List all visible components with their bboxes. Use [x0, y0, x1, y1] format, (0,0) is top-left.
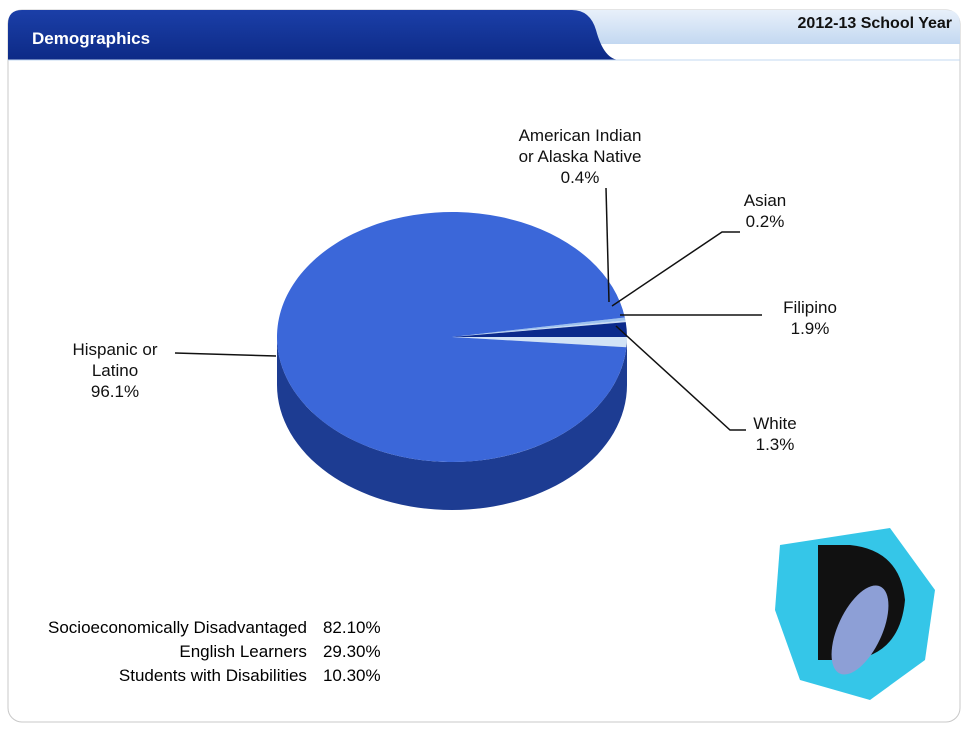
pie-side	[277, 337, 627, 510]
category-label: White	[753, 414, 797, 433]
category-label: Asian	[743, 191, 787, 210]
value-label: 96.1%	[90, 382, 140, 401]
value-label: 0.2%	[745, 212, 785, 231]
slice-label: Filipino 1.9%	[750, 297, 870, 339]
logo	[775, 528, 935, 700]
pie	[277, 212, 627, 463]
tab	[560, 10, 960, 44]
category-label: Filipino	[783, 298, 837, 317]
value-label: 1.9%	[790, 319, 830, 338]
pie-slice	[452, 322, 627, 338]
leader-line	[611, 231, 740, 307]
slice-label: Asian 0.2%	[715, 190, 815, 232]
stat-value: 29.30%	[322, 642, 381, 661]
pie-slice	[277, 212, 627, 463]
header-tab: 2012-13 School Year	[798, 15, 952, 32]
stat-label: English Learners	[179, 642, 307, 661]
category-label: American Indian or Alaska Native	[518, 126, 642, 166]
stat-value: 10.30%	[322, 666, 381, 685]
header-title: Demographics	[32, 29, 150, 48]
stat-label: Socioeconomically Disadvantaged	[48, 618, 307, 637]
pie-slice	[452, 337, 627, 348]
pie-slice	[452, 317, 626, 337]
leader-line	[615, 325, 746, 431]
leader-lines	[174, 187, 762, 431]
slice-label: White 1.3%	[715, 413, 835, 455]
stats-table: Socioeconomically Disadvantaged 82.10% Eng…	[40, 616, 389, 688]
slice-label: Hispanic or Latino 96.1%	[60, 339, 170, 402]
value-label: 0.4%	[560, 168, 600, 187]
stat-label: Students with Disabilities	[118, 666, 307, 685]
pie-slice	[452, 320, 626, 337]
header-bar	[8, 10, 620, 60]
stat-value: 82.10%	[322, 618, 381, 637]
leader-line	[605, 187, 610, 303]
stats-row: English Learners 29.30%	[40, 640, 389, 664]
logo-dolphin	[831, 585, 889, 675]
stats-row: Socioeconomically Disadvantaged 82.10%	[40, 616, 389, 640]
value-label: 1.3%	[755, 435, 795, 454]
leader-line	[174, 352, 277, 357]
category-label: Hispanic or Latino	[72, 340, 158, 380]
slice-label: American Indian or Alaska Native 0.4%	[510, 125, 650, 188]
stats-row: Students with Disabilities 10.30%	[40, 664, 389, 688]
